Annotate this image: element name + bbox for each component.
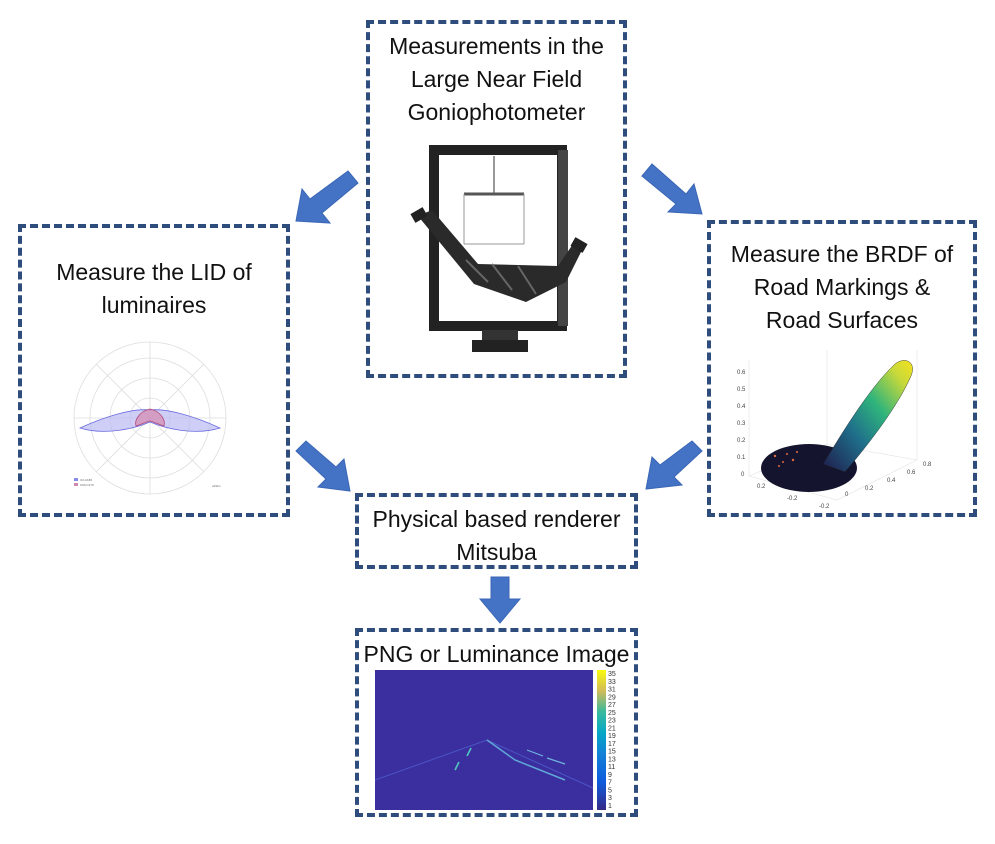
colorbar-tick: 31 — [608, 687, 616, 694]
lid-line-1: Measure the LID of — [56, 259, 252, 285]
output-title: PNG or Luminance Image — [363, 641, 630, 667]
lid-line-2: luminaires — [101, 292, 207, 318]
arrow-to-brdf — [641, 163, 703, 215]
brdf-box: Measure the BRDF of Road Markings & Road… — [707, 220, 977, 517]
colorbar-tick: 9 — [608, 772, 612, 779]
lid-polar-chart: C0-C180 C90-C270 cd/klm — [73, 341, 227, 495]
renderer-box: Physical based renderer Mitsuba — [355, 493, 638, 569]
renderer-label: Physical based renderer Mitsuba — [359, 503, 634, 569]
colorbar-tick: 33 — [608, 679, 616, 686]
brdf-label: Measure the BRDF of Road Markings & Road… — [711, 238, 973, 337]
lid-curve-c90 — [135, 408, 165, 427]
brdf-z-tick: 0 — [741, 472, 745, 478]
brdf-x-tick: -0.2 — [787, 496, 798, 502]
goniophotometer-line-3: Goniophotometer — [407, 99, 586, 125]
output-box: PNG or Luminance Image 35 33 31 29 27 25 23 21 1… — [355, 628, 638, 817]
brdf-z-tick: 0.5 — [737, 387, 746, 393]
colorbar-tick: 13 — [608, 756, 616, 763]
colorbar-tick: 7 — [608, 780, 612, 787]
brdf-x-tick: 0.4 — [887, 478, 896, 484]
lid-legend-2: C90-C270 — [80, 483, 94, 487]
goniophotometer-label: Measurements in the Large Near Field Gon… — [370, 30, 623, 129]
brdf-x-tick: 0 — [845, 492, 849, 498]
goniophotometer-line-2: Large Near Field — [410, 66, 583, 92]
brdf-x-tick: 0.6 — [907, 470, 916, 476]
brdf-x-tick: 0.2 — [865, 486, 874, 492]
lid-label: Measure the LID of luminaires — [22, 256, 286, 322]
colorbar-tick: 5 — [608, 787, 612, 794]
brdf-x-tick: 0.8 — [923, 462, 932, 468]
brdf-specular-lobe — [822, 360, 913, 473]
luminance-image — [374, 670, 594, 810]
colorbar-tick: 35 — [608, 671, 616, 678]
brdf-plot: 0.6 0.5 0.4 0.3 0.2 0.1 0 -0.2 0 0.2 0.4… — [737, 350, 932, 510]
colorbar-tick: 1 — [608, 803, 612, 810]
goniophotometer-box: Measurements in the Large Near Field Gon… — [366, 20, 627, 378]
colorbar-tick: 21 — [608, 725, 616, 732]
arrow-to-lid — [295, 170, 359, 224]
goniophotometer-line-1: Measurements in the — [389, 33, 604, 59]
colorbar-tick: 25 — [608, 710, 616, 717]
brdf-z-tick: 0.3 — [737, 421, 746, 427]
colorbar-tick: 23 — [608, 718, 616, 725]
arrow-brdf-to-renderer — [645, 440, 703, 490]
brdf-y-tick: -0.2 — [819, 504, 830, 510]
brdf-line-1: Measure the BRDF of — [730, 241, 954, 267]
colorbar-tick: 17 — [608, 741, 616, 748]
brdf-line-3: Road Surfaces — [765, 307, 919, 333]
brdf-y-tick: 0.2 — [757, 484, 766, 490]
lid-legend-1: C0-C180 — [80, 478, 92, 482]
colorbar-tick: 15 — [608, 749, 616, 756]
colorbar-tick: 29 — [608, 694, 616, 701]
brdf-z-tick: 0.4 — [737, 404, 746, 410]
colorbar-tick: 3 — [608, 795, 612, 802]
colorbar-tick: 11 — [608, 764, 615, 771]
lid-box: Measure the LID of luminaires C0-C180 C9… — [18, 224, 290, 517]
colorbar-tick: 27 — [608, 702, 616, 709]
lid-unit: cd/klm — [212, 484, 221, 488]
brdf-z-tick: 0.6 — [737, 370, 746, 376]
renderer-line-2: Mitsuba — [456, 539, 537, 565]
brdf-line-2: Road Markings & — [753, 274, 931, 300]
brdf-z-tick: 0.1 — [737, 455, 746, 461]
colorbar-tick: 19 — [608, 733, 616, 740]
goniophotometer-image — [410, 145, 588, 352]
brdf-z-tick: 0.2 — [737, 438, 746, 444]
renderer-line-1: Physical based renderer — [372, 506, 621, 532]
arrow-renderer-to-output — [478, 576, 522, 624]
arrow-lid-to-renderer — [295, 440, 351, 492]
